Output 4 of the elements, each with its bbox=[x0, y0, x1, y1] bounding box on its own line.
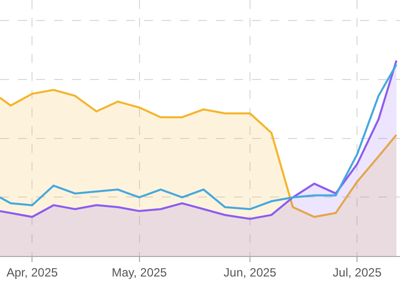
x-tick-label: May, 2025 bbox=[112, 265, 168, 280]
x-tick-label: Apr, 2025 bbox=[6, 265, 58, 280]
x-tick-label: Jun, 2025 bbox=[224, 265, 277, 280]
x-tick-label: Jul, 2025 bbox=[332, 265, 382, 280]
